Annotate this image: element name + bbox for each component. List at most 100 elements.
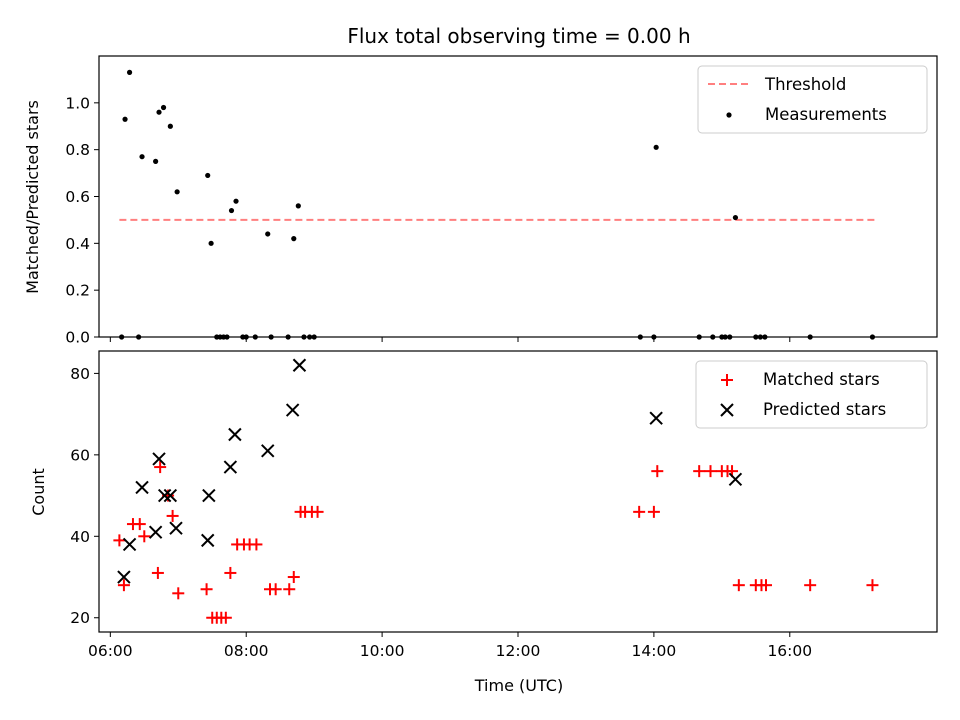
measurement-point: [291, 236, 297, 242]
matched-stars-point: [647, 505, 660, 518]
count-plot-x-tick-label: 08:00: [224, 642, 269, 660]
matched-stars-point: [224, 566, 237, 579]
predicted-stars-point: [201, 533, 215, 548]
matched-stars-point: [633, 505, 646, 518]
measurement-point: [307, 334, 313, 340]
measurement-point: [153, 158, 159, 164]
legend-measurements-label: Measurements: [765, 105, 887, 124]
measurement-point: [243, 334, 249, 340]
predicted-stars-point: [157, 488, 172, 503]
measurement-point: [732, 214, 739, 221]
matched-stars-point: [283, 583, 296, 596]
legend-matched-label: Matched stars: [763, 370, 880, 389]
count-plot-x-tick-label: 14:00: [632, 642, 677, 660]
count-plot-x-ticks: 06:00 08:00 10:00 12:00 14:00 16:00: [88, 632, 812, 660]
count-plot-x-label: Time (UTC): [474, 676, 563, 695]
measurement-point: [295, 203, 301, 209]
matched-stars-point: [866, 579, 879, 592]
predicted-stars-point: [223, 460, 238, 474]
measurement-point: [160, 104, 167, 111]
measurement-point: [762, 334, 768, 340]
matched-stars-point: [138, 530, 151, 543]
matched-stars-point: [651, 465, 664, 478]
measurement-point: [233, 198, 239, 204]
predicted-stars-point: [285, 403, 300, 417]
measurement-point: [696, 334, 702, 340]
count-plot-x-tick-label: 16:00: [767, 642, 812, 660]
matched-stars-point: [693, 465, 706, 478]
measurement-point: [637, 334, 643, 340]
predicted-stars-point: [228, 427, 242, 442]
predicted-stars-point: [728, 472, 743, 486]
legend-measurements-swatch: [726, 112, 732, 118]
count-plot-x-tick-label: 10:00: [360, 642, 405, 660]
measurement-point: [753, 334, 759, 340]
count-plot-y-tick-label: 60: [70, 446, 90, 464]
ratio-plot-series: [119, 69, 876, 340]
predicted-stars-point: [135, 480, 149, 495]
matched-stars-point: [311, 505, 324, 518]
ratio-plot-y-tick-label: 1.0: [65, 94, 90, 112]
ratio-plot-legend: Threshold Measurements: [697, 65, 928, 134]
measurement-point: [228, 207, 235, 214]
count-plot-y-tick-label: 20: [70, 609, 90, 627]
matched-stars-point: [113, 534, 126, 547]
matched-stars-point: [219, 611, 232, 624]
predicted-stars-point: [202, 488, 216, 503]
measurement-point: [727, 334, 733, 340]
matched-stars-point: [154, 461, 167, 474]
measurement-point: [301, 334, 307, 340]
measurement-point: [205, 172, 211, 179]
legend-matched-swatch: [721, 374, 733, 386]
figure-title: Flux total observing time = 0.00 h: [347, 24, 690, 48]
predicted-stars-point: [292, 358, 307, 372]
ratio-plot: 0.0 0.2 0.4 0.6 0.8 1.0 Matched/Predicted sta…: [23, 55, 938, 347]
count-plot-y-tick-label: 80: [70, 365, 90, 383]
measurement-point: [122, 116, 128, 122]
legend-threshold-label: Threshold: [764, 75, 846, 94]
measurement-point: [651, 334, 657, 340]
matched-stars-point: [287, 571, 300, 584]
ratio-plot-y-tick-label: 0.6: [65, 188, 90, 206]
matched-stars-point: [732, 579, 745, 592]
ratio-plot-y-label: Matched/Predicted stars: [23, 100, 42, 294]
measurement-point: [224, 334, 230, 340]
measurement-point: [156, 109, 162, 115]
matched-stars-point: [269, 583, 282, 596]
count-plot-y-tick-label: 40: [70, 528, 90, 546]
measurement-point: [136, 334, 142, 340]
predicted-stars-point: [152, 452, 166, 466]
measurement-point: [653, 144, 659, 150]
predicted-stars-point: [169, 521, 183, 535]
count-plot-legend-box: [695, 360, 928, 429]
count-plot-series: [113, 358, 879, 624]
matched-stars-point: [151, 566, 164, 579]
measurement-point: [265, 231, 271, 237]
matched-stars-point: [804, 579, 817, 592]
matched-stars-point: [200, 583, 213, 596]
matched-stars-point: [250, 538, 263, 551]
ratio-plot-y-tick-label: 0.4: [65, 235, 90, 253]
predicted-stars-point: [117, 570, 131, 584]
measurement-point: [252, 334, 258, 340]
ratio-plot-y-tick-label: 0.0: [65, 329, 90, 347]
predicted-stars-point: [261, 444, 275, 458]
measurement-point: [710, 334, 716, 340]
measurement-point: [285, 334, 291, 340]
count-plot-y-label: Count: [29, 468, 48, 516]
matched-stars-point: [117, 579, 130, 592]
legend-predicted-swatch: [720, 403, 734, 417]
measurement-point: [119, 334, 125, 340]
ratio-plot-legend-box: [697, 65, 928, 134]
matched-stars-point: [133, 518, 146, 531]
measurement-point: [208, 240, 214, 246]
matched-stars-point: [166, 509, 179, 522]
measurement-point: [807, 334, 813, 340]
ratio-plot-y-ticks: 0.0 0.2 0.4 0.6 0.8 1.0: [65, 94, 99, 347]
measurement-point: [126, 69, 133, 75]
measurement-point: [722, 334, 728, 340]
measurement-point: [268, 334, 274, 340]
measurement-point: [311, 334, 317, 340]
